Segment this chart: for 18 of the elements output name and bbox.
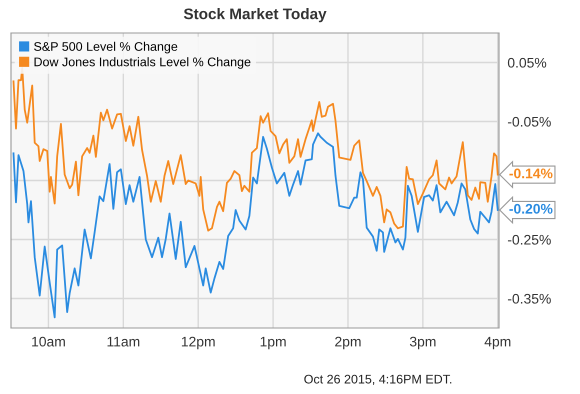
chart-title: Stock Market Today <box>184 8 327 22</box>
legend-label: Dow Jones Industrials Level % Change <box>34 57 250 69</box>
x-tick-label: 11am <box>108 336 140 347</box>
text: Oct 26 2015, 4:16PM EDT. <box>304 374 452 386</box>
annotation: -0.20% <box>509 204 553 214</box>
annotation: -0.14% <box>509 168 553 178</box>
x-tick-label: 3pm <box>410 336 436 350</box>
y-tick-label: -0.35% <box>508 294 551 304</box>
legend-label: S&P 500 Level % Change <box>34 42 178 54</box>
x-tick-label: 10am <box>32 336 65 347</box>
x-tick-label: 12pm <box>182 336 215 350</box>
x-tick-label: 1pm <box>260 336 286 350</box>
line-series <box>12 132 499 318</box>
y-tick-label: -0.05% <box>508 116 551 127</box>
y-tick-label: 0.05% <box>508 58 546 68</box>
x-tick-label: 2pm <box>335 336 361 350</box>
y-tick-label: -0.25% <box>508 234 551 245</box>
x-tick-label: 4pm <box>484 336 510 350</box>
